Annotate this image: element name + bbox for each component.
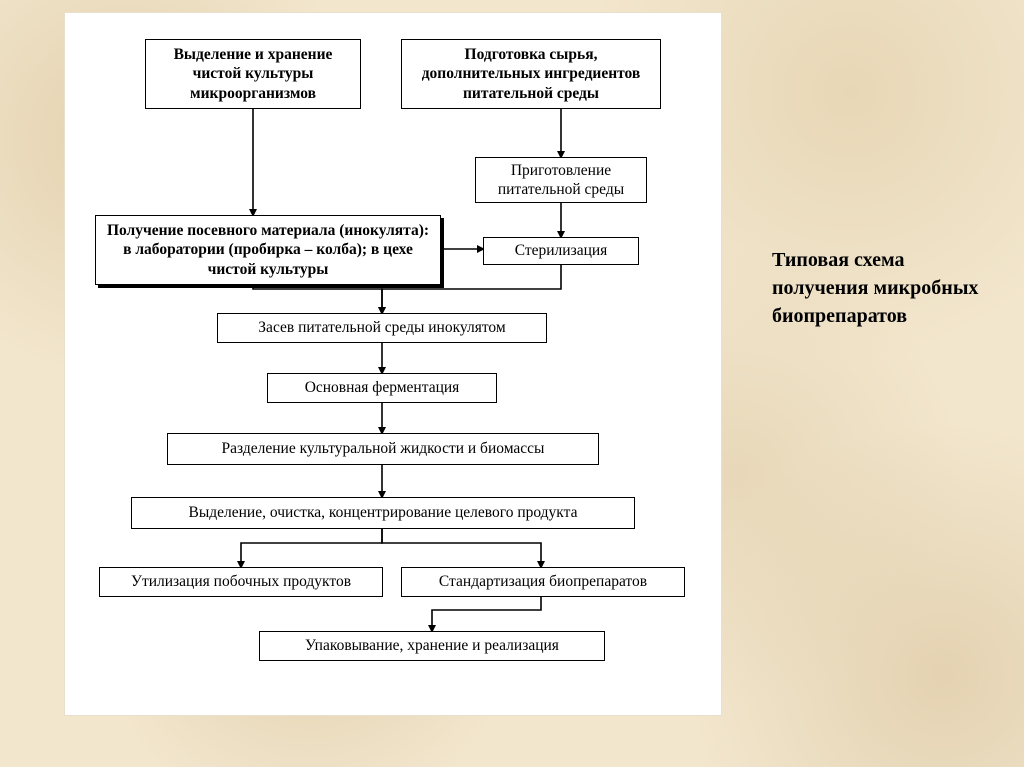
node-n5: Стерилизация xyxy=(483,237,639,265)
flowchart-panel: Выделение и хранение чистой культуры мик… xyxy=(64,12,722,716)
node-n2: Подготовка сырья, дополнительных ингреди… xyxy=(401,39,661,109)
node-n12: Упаковывание, хранение и реализация xyxy=(259,631,605,661)
node-n6: Засев питательной среды инокулятом xyxy=(217,313,547,343)
node-n8: Разделение культуральной жидкости и биом… xyxy=(167,433,599,465)
edge-11 xyxy=(432,597,541,631)
diagram-caption: Типовая схема получения микробных биопре… xyxy=(772,246,992,330)
node-n11: Стандартизация биопрепаратов xyxy=(401,567,685,597)
edge-10 xyxy=(382,529,541,567)
node-n3: Приготовление питательной среды xyxy=(475,157,647,203)
node-n1: Выделение и хранение чистой культуры мик… xyxy=(145,39,361,109)
node-n4: Получение посевного материала (инокулята… xyxy=(95,215,441,285)
edge-9 xyxy=(241,529,382,567)
node-n10: Утилизация побочных продуктов xyxy=(99,567,383,597)
node-n9: Выделение, очистка, концентрирование цел… xyxy=(131,497,635,529)
flowchart-edges xyxy=(65,13,721,715)
edge-5 xyxy=(253,285,382,313)
node-n7: Основная ферментация xyxy=(267,373,497,403)
